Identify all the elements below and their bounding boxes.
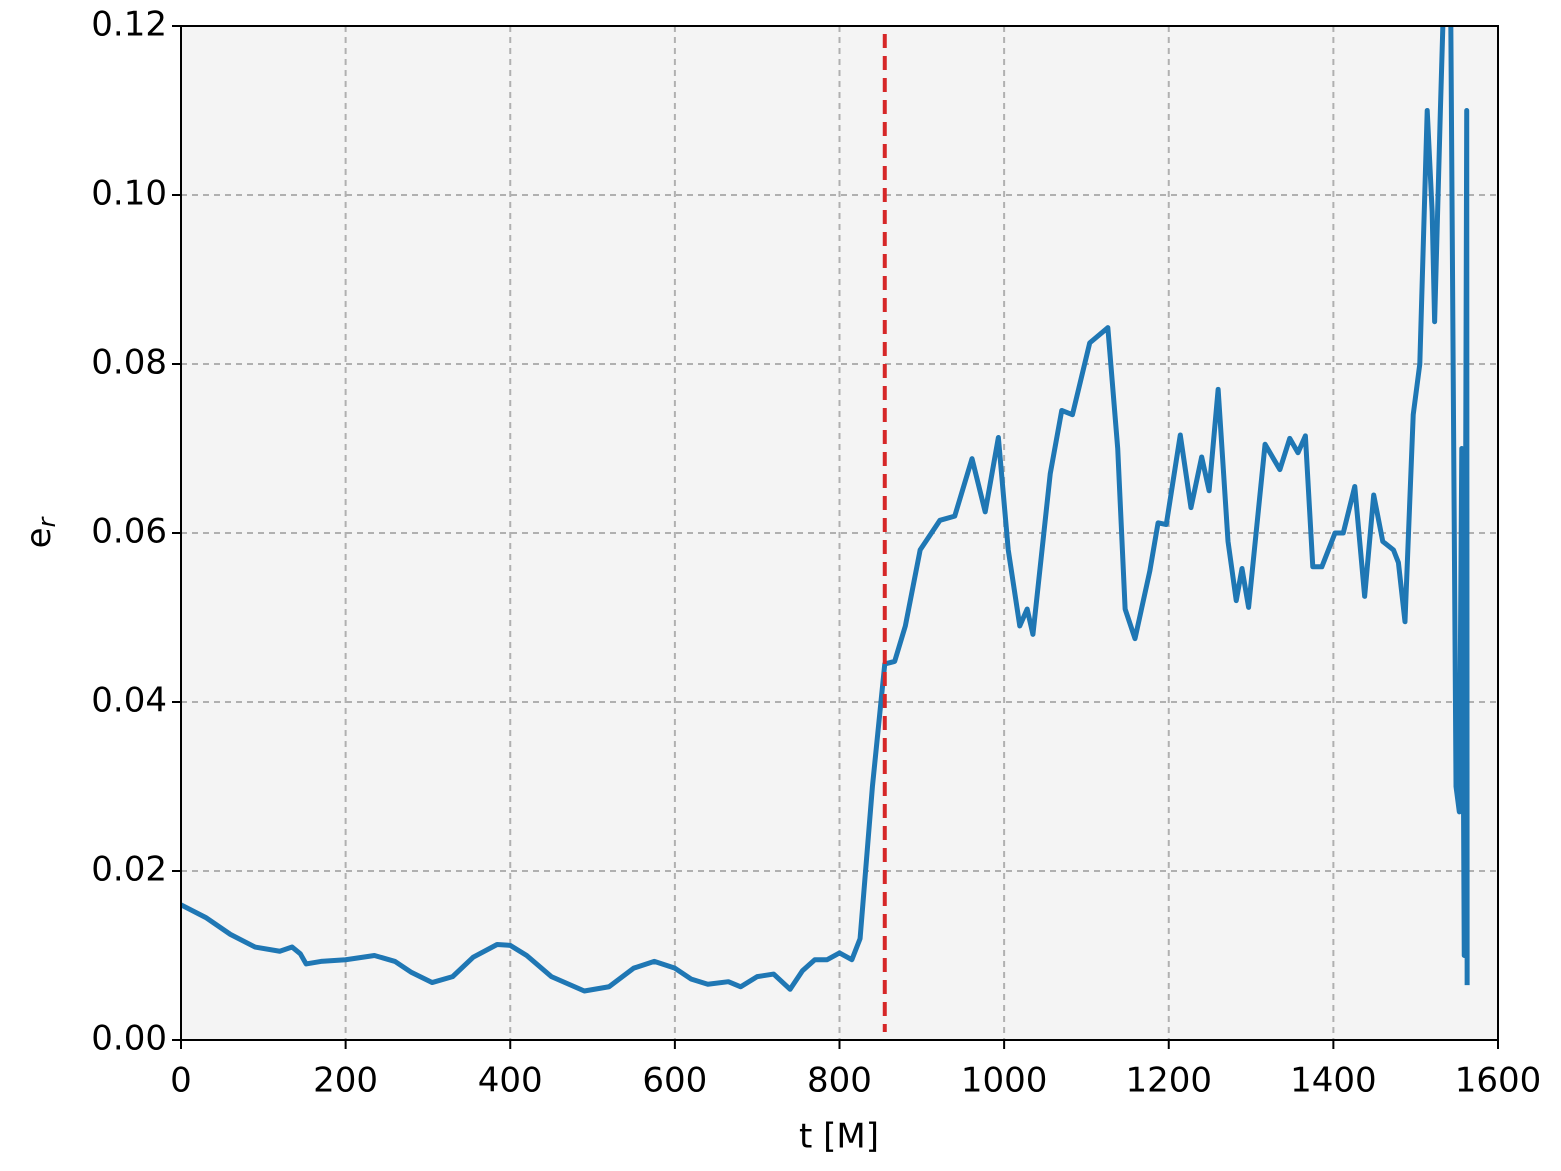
x-tick-label: 800 bbox=[807, 1061, 872, 1101]
x-tick-label: 1400 bbox=[1290, 1061, 1377, 1101]
y-label-subscript: r bbox=[33, 515, 61, 527]
y-label-base: e bbox=[19, 527, 59, 548]
y-tick-label: 0.00 bbox=[91, 1019, 167, 1059]
x-axis-label: t [M] bbox=[799, 1117, 879, 1157]
y-tick-label: 0.06 bbox=[91, 512, 167, 552]
x-tick-label: 1200 bbox=[1125, 1061, 1212, 1101]
y-tick-label: 0.02 bbox=[91, 850, 167, 890]
x-tick-label: 0 bbox=[170, 1061, 192, 1101]
y-tick-label: 0.08 bbox=[91, 343, 167, 383]
y-axis-label: er bbox=[19, 515, 62, 548]
x-tick-label: 600 bbox=[642, 1061, 707, 1101]
x-tick-label: 1000 bbox=[961, 1061, 1048, 1101]
y-tick-label: 0.12 bbox=[91, 5, 167, 45]
x-tick-label: 1600 bbox=[1455, 1061, 1542, 1101]
y-tick-label: 0.10 bbox=[91, 174, 167, 214]
data-line bbox=[181, 26, 1470, 994]
x-tick-label: 200 bbox=[313, 1061, 378, 1101]
x-tick-label: 400 bbox=[478, 1061, 543, 1101]
y-tick-label: 0.04 bbox=[91, 681, 167, 721]
